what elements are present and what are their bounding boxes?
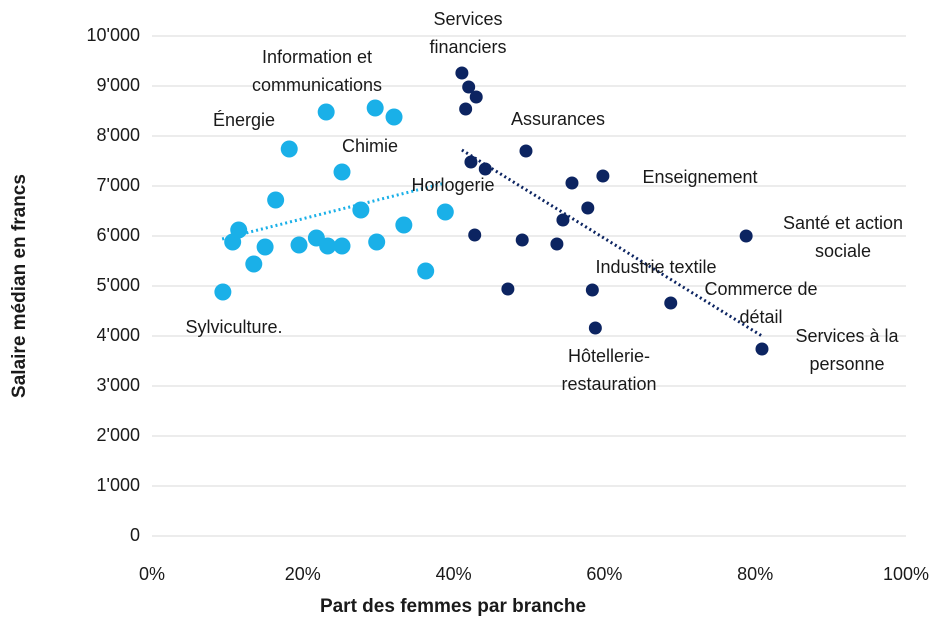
scatter-point [395,216,413,234]
scatter-point [565,176,579,190]
x-tick-label: 100% [883,564,929,584]
annotation: Commerce de [704,279,817,299]
scatter-point [581,201,595,215]
annotation: Assurances [511,109,605,129]
y-tick-label: 4'000 [97,325,140,345]
annotation: Énergie [213,110,275,130]
annotation: Horlogerie [411,175,494,195]
x-tick-label: 0% [139,564,165,584]
scatter-point [556,213,570,227]
trendline [221,181,446,241]
scatter-point [436,203,454,221]
y-tick-label: 0 [130,525,140,545]
scatter-point [417,262,435,280]
x-axis-title: Part des femmes par branche [320,596,586,617]
scatter-point [368,233,386,251]
annotation: personne [809,354,884,374]
y-tick-label: 3'000 [97,375,140,395]
y-tick-label: 10'000 [87,25,141,45]
scatter-point [333,237,351,255]
scatter-point [501,282,515,296]
annotation: financiers [429,37,506,57]
annotation: communications [252,75,382,95]
scatter-point [755,342,769,356]
annotation: Information et [262,47,372,67]
y-tick-label: 1'000 [97,475,140,495]
annotation: restauration [561,374,656,394]
scatter-point [317,103,335,121]
x-tick-label: 80% [737,564,773,584]
scatter-point [319,237,337,255]
scatter-point [468,228,482,242]
annotation: Chimie [342,136,398,156]
annotation: Sylviculture. [185,317,282,337]
scatter-point [290,236,308,254]
scatter-point [739,229,753,243]
x-tick-label: 60% [586,564,622,584]
scatter-point [280,140,298,158]
scatter-point [366,99,384,117]
y-tick-label: 7'000 [97,175,140,195]
y-tick-label: 5'000 [97,275,140,295]
annotation: Hôtellerie- [568,346,650,366]
y-tick-label: 8'000 [97,125,140,145]
scatter-point [333,163,351,181]
scatter-point [585,283,599,297]
scatter-point [214,283,232,301]
scatter-point [515,233,529,247]
y-axis-title: Salaire médian en francs [9,174,30,398]
y-tick-label: 6'000 [97,225,140,245]
annotation: Services à la [795,326,899,346]
annotation: Industrie textile [595,257,716,277]
scatter-point [519,144,533,158]
scatter-point [455,66,469,80]
annotation: Santé et action [783,213,903,233]
annotation: Services [433,9,502,29]
scatter-point [462,80,476,94]
scatter-point [267,191,285,209]
scatter-point [385,108,403,126]
annotation: sociale [815,241,871,261]
y-tick-label: 9'000 [97,75,140,95]
annotation: Enseignement [642,167,757,187]
scatter-point [256,238,274,256]
x-tick-label: 20% [285,564,321,584]
scatter-point [230,221,248,239]
scatter-point [352,201,370,219]
scatter-point [478,162,492,176]
scatter-point [464,155,478,169]
annotation: détail [739,307,782,327]
scatter-point [588,321,602,335]
y-tick-label: 2'000 [97,425,140,445]
trendline [461,148,763,338]
scatter-point [469,90,483,104]
scatter-point [596,169,610,183]
x-tick-label: 40% [436,564,472,584]
scatter-point [550,237,564,251]
scatter-point [245,255,263,273]
scatter-point [664,296,678,310]
scatter-point [459,102,473,116]
